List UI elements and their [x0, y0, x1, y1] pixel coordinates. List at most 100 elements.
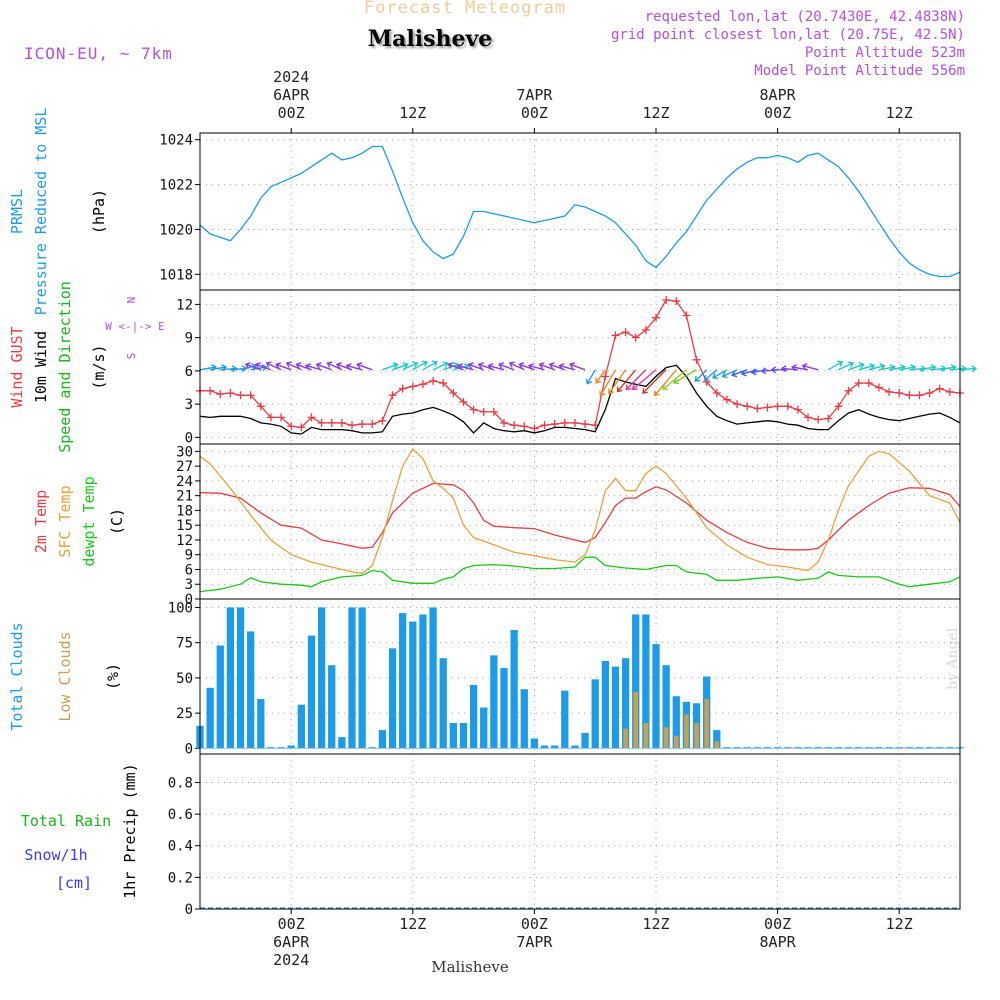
total-bar	[773, 747, 782, 749]
wind-direction-arrow	[959, 365, 978, 373]
gust-marker	[368, 420, 377, 429]
total-bar	[368, 747, 376, 749]
total-bar	[844, 747, 853, 749]
top-time-label: 7APR	[516, 86, 553, 104]
y-tick-label: 1020	[159, 222, 193, 238]
y-tick-label: 6	[185, 364, 193, 380]
total-bar	[723, 747, 731, 749]
model-altitude: Model Point Altitude 556m	[754, 63, 965, 79]
total-bar	[601, 661, 609, 749]
panel-label: PRMSL	[8, 189, 26, 234]
y-tick-label: 0	[185, 741, 193, 757]
y-tick-label: 21	[176, 489, 193, 505]
wind-direction-arrow	[868, 363, 886, 371]
total-bar	[591, 679, 599, 749]
y-tick-label: 15	[176, 518, 193, 534]
low-bar	[704, 699, 709, 749]
panel-wind	[195, 289, 978, 445]
requested-coords: requested lon,lat (20.7430E, 42.4838N)	[644, 9, 965, 25]
gust-marker	[935, 384, 944, 393]
gust-marker	[621, 328, 630, 337]
panel-label: Low Clouds	[56, 631, 74, 721]
panel-label: Total Clouds	[8, 622, 26, 730]
rain-label: Total Rain	[21, 812, 111, 830]
compass-label: S	[125, 353, 138, 360]
total-bar	[287, 745, 295, 749]
snow-unit-label: [cm]	[56, 874, 92, 892]
panel-frame	[199, 753, 961, 910]
gridpoint-coords: grid point closest lon,lat (20.75E, 42.5…	[610, 27, 965, 43]
total-bar	[358, 607, 366, 749]
gust-marker	[783, 402, 792, 411]
y-tick-label: 1024	[159, 133, 193, 149]
gust-marker	[672, 297, 681, 306]
total-bar	[784, 747, 792, 749]
wind-direction-arrow	[801, 363, 819, 371]
total-bar	[824, 747, 832, 749]
bottom-time-label: 00Z	[764, 915, 791, 933]
gust-line	[200, 299, 961, 430]
total-bar	[540, 745, 549, 749]
wind-direction-arrow	[616, 369, 637, 393]
low-bar	[694, 723, 699, 749]
y-tick-label: 0.8	[168, 775, 193, 791]
gust-marker	[266, 413, 275, 422]
gust-marker	[945, 387, 954, 396]
compass-label: W <-|-> E	[105, 320, 165, 333]
top-time-label: 2024	[273, 68, 309, 86]
panel-label: 2m Temp	[32, 490, 50, 553]
total-bar	[804, 747, 812, 749]
dewpt-line	[199, 556, 961, 593]
gust-marker	[692, 355, 701, 364]
total-bar	[388, 648, 397, 749]
wind-direction-arrow	[703, 369, 718, 381]
panel-label: dewpt Temp	[80, 476, 98, 566]
total-bar	[652, 644, 660, 749]
wind-direction-arrow	[220, 365, 238, 373]
bottom-time-label: 6APR	[273, 933, 310, 951]
wind-direction-arrow	[721, 369, 738, 379]
gust-marker	[611, 331, 620, 340]
total-bar	[733, 747, 741, 749]
y-tick-label: 18	[176, 503, 193, 519]
total-bar	[581, 732, 589, 749]
gust-marker	[246, 391, 255, 400]
gust-marker	[459, 397, 468, 406]
wind-direction-arrow	[402, 361, 419, 371]
total-bar	[267, 747, 275, 749]
gust-marker	[793, 405, 802, 414]
gust-marker	[824, 414, 833, 423]
y-tick-label: 1018	[159, 267, 193, 283]
wind-direction-arrow	[356, 362, 373, 371]
gust-marker	[216, 390, 225, 399]
total-bar	[328, 665, 336, 749]
wind-direction-arrow	[568, 362, 586, 371]
precip-axis-label: 1hr Precip (mm)	[121, 763, 139, 898]
total-bar	[480, 707, 488, 749]
total-bar	[216, 645, 224, 749]
total-bar	[297, 704, 305, 749]
gust-marker	[753, 404, 762, 413]
total-bar	[206, 687, 214, 749]
y-tick-label: 0.2	[168, 870, 193, 886]
panel-temperature	[195, 443, 961, 600]
wind-direction-arrow	[508, 361, 525, 371]
gust-marker	[236, 391, 245, 400]
wind-direction-arrow	[244, 362, 262, 371]
total-bar	[915, 747, 924, 749]
y-tick-label: 75	[176, 636, 193, 652]
wind-direction-arrow	[631, 369, 657, 391]
bottom-time-label: 00Z	[521, 915, 548, 933]
total-bar	[378, 730, 387, 749]
total-bar	[834, 747, 843, 749]
footer-location: Malisheve	[431, 958, 509, 976]
gust-marker	[358, 420, 367, 429]
gust-marker	[834, 402, 843, 411]
panel-pressure	[195, 132, 961, 291]
gust-marker	[874, 383, 883, 392]
wind-direction-arrow	[848, 362, 865, 371]
wind-direction-arrow	[740, 369, 758, 377]
header-subtitle: Forecast Meteogram	[363, 0, 567, 18]
gust-marker	[520, 422, 529, 431]
gust-marker	[864, 379, 873, 388]
